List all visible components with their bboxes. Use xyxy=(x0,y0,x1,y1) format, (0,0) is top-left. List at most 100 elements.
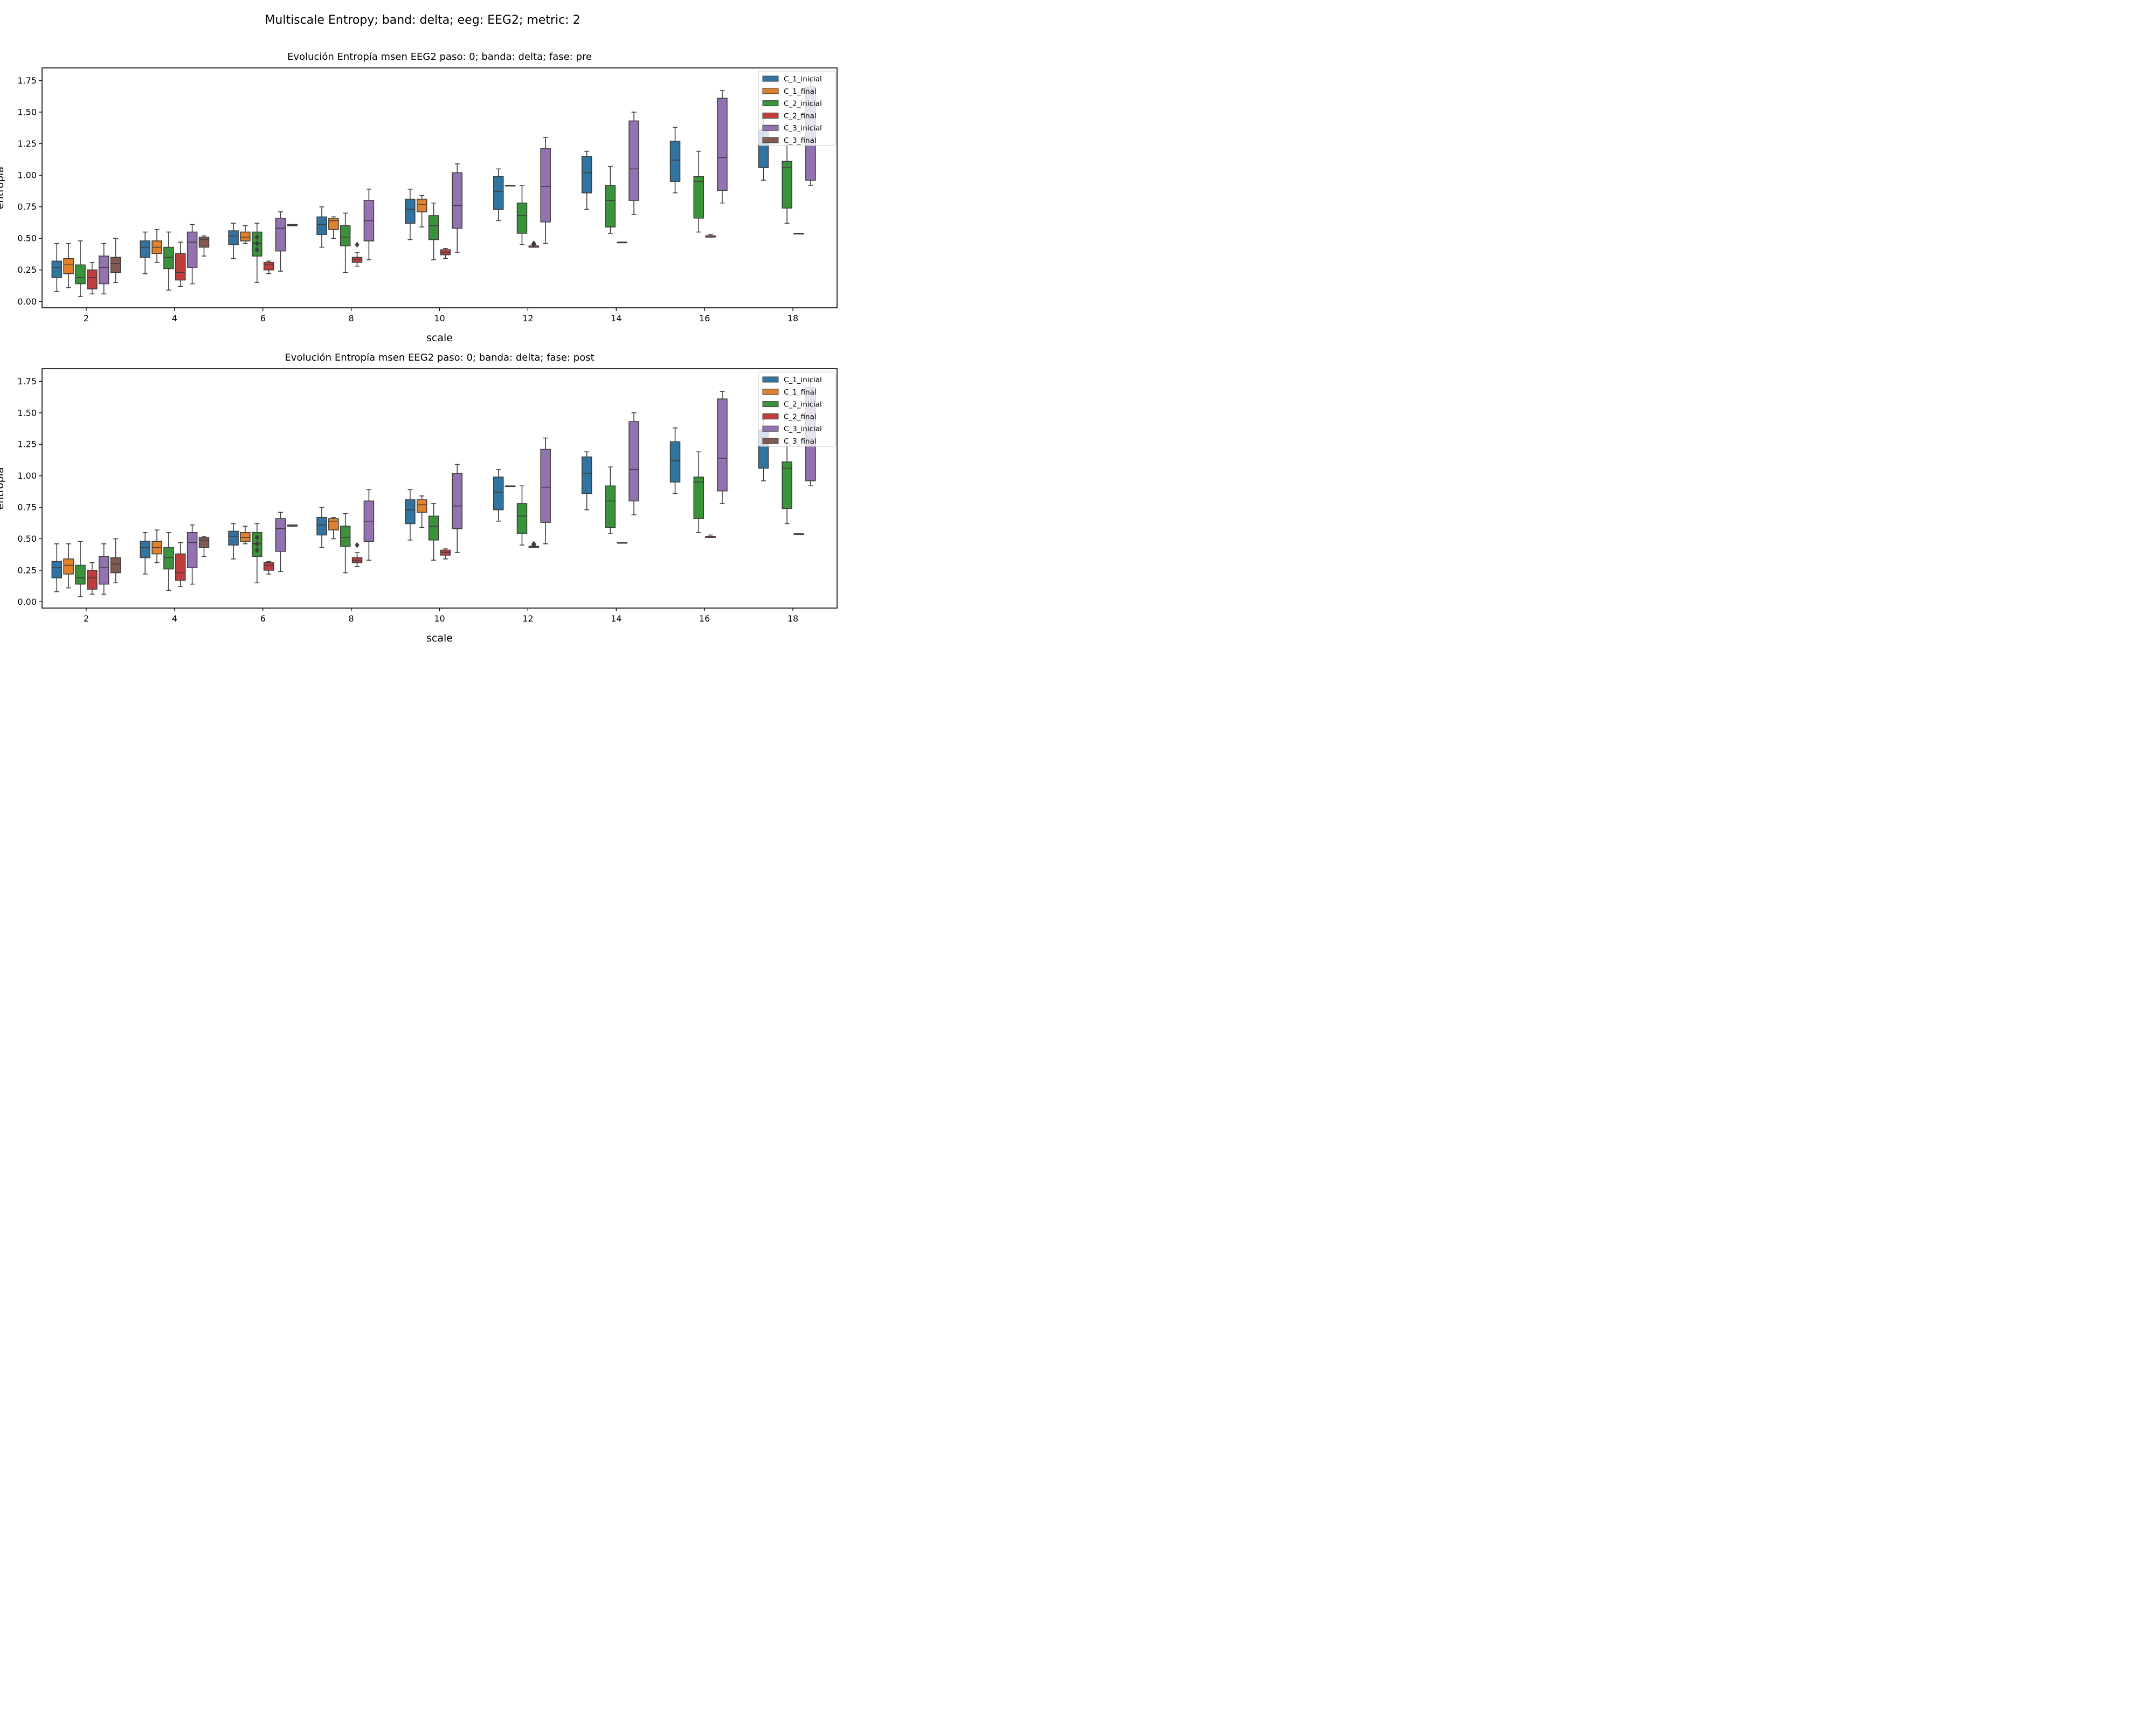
legend-label: C_2_final xyxy=(784,412,817,421)
box-body xyxy=(693,176,704,219)
box xyxy=(151,529,162,563)
box-body xyxy=(198,237,210,248)
box xyxy=(252,223,262,283)
legend-swatch xyxy=(762,401,779,408)
legend-label: C_1_final xyxy=(784,388,817,397)
box xyxy=(87,562,98,595)
box-body xyxy=(416,198,427,212)
box-body xyxy=(669,441,681,483)
box xyxy=(151,229,162,263)
box-body xyxy=(428,215,439,240)
box xyxy=(287,224,298,226)
box xyxy=(581,451,592,510)
box xyxy=(428,202,439,260)
box xyxy=(717,90,728,204)
box xyxy=(516,485,528,546)
box-body xyxy=(693,477,704,519)
box xyxy=(705,234,716,238)
legend-swatch xyxy=(762,88,779,94)
box-body xyxy=(628,120,639,201)
box xyxy=(275,512,286,572)
box-body xyxy=(163,547,174,570)
box xyxy=(581,150,592,210)
outlier-point xyxy=(254,246,259,253)
chart-title: Evolución Entropía msen EEG2 paso: 0; ba… xyxy=(285,352,594,363)
box-body xyxy=(275,518,286,552)
legend-label: C_2_inicial xyxy=(784,100,822,108)
box-body xyxy=(186,532,198,569)
box-body xyxy=(87,570,98,590)
box-body xyxy=(140,541,150,558)
x-tick-label: 6 xyxy=(260,613,266,624)
box-body xyxy=(275,217,286,252)
box xyxy=(186,224,198,285)
box xyxy=(163,532,174,591)
legend-label: C_3_inicial xyxy=(784,124,822,133)
box-body xyxy=(669,141,681,182)
box-body xyxy=(98,556,109,585)
box xyxy=(328,516,339,540)
box xyxy=(605,165,616,234)
y-tick-label: 0.50 xyxy=(17,233,37,244)
box-body xyxy=(110,557,121,574)
figure: Multiscale Entropy; band: delta; eeg: EE… xyxy=(0,13,838,644)
box-body xyxy=(63,558,74,575)
y-tick-label: 1.50 xyxy=(17,408,37,418)
x-tick-label: 16 xyxy=(699,313,710,323)
legend-swatch xyxy=(762,438,779,444)
box xyxy=(340,513,351,574)
y-tick-label: 1.00 xyxy=(17,471,37,481)
box-body xyxy=(628,421,639,502)
box xyxy=(628,412,639,515)
box-body xyxy=(263,562,274,571)
box xyxy=(440,248,451,259)
box-body xyxy=(516,503,528,534)
box xyxy=(110,238,121,283)
box xyxy=(98,543,109,595)
x-tick-label: 4 xyxy=(172,313,177,323)
box xyxy=(617,242,627,244)
box-body xyxy=(175,253,186,281)
box-body xyxy=(328,217,339,230)
legend-label: C_2_inicial xyxy=(784,401,822,409)
box-body xyxy=(198,537,210,548)
box-body xyxy=(87,269,98,289)
box xyxy=(363,489,375,561)
legend: C_1_inicial C_1_final C_2_inicial C_2_final… xyxy=(758,371,836,447)
x-tick-label: 4 xyxy=(172,613,177,624)
box xyxy=(175,542,186,588)
box xyxy=(516,185,528,245)
box-body xyxy=(340,225,351,247)
legend-label: C_3_inicial xyxy=(784,425,822,433)
outlier-point xyxy=(254,234,259,240)
box xyxy=(351,552,363,567)
box xyxy=(405,189,416,240)
box xyxy=(140,532,150,575)
x-tick-label: 8 xyxy=(349,313,354,323)
x-tick-label: 2 xyxy=(84,613,89,624)
x-tick-label: 18 xyxy=(787,313,798,323)
box xyxy=(693,451,704,533)
box xyxy=(110,538,121,584)
x-tick-label: 10 xyxy=(434,313,445,323)
box-body xyxy=(240,231,251,242)
x-tick-label: 6 xyxy=(260,313,266,323)
box xyxy=(263,561,274,575)
outlier-point xyxy=(355,542,360,548)
box-body xyxy=(263,261,274,271)
box xyxy=(628,112,639,215)
box xyxy=(75,240,86,297)
outlier-point xyxy=(355,242,360,248)
y-tick-label: 1.75 xyxy=(17,75,37,86)
x-tick-label: 12 xyxy=(522,613,533,624)
box xyxy=(340,212,351,273)
box-body xyxy=(110,257,121,273)
legend-swatch xyxy=(762,413,779,419)
box-body xyxy=(540,148,551,223)
legend-label: C_2_final xyxy=(784,112,817,120)
box-body xyxy=(98,256,109,285)
figure-suptitle: Multiscale Entropy; band: delta; eeg: EE… xyxy=(265,13,580,27)
outlier-point xyxy=(254,534,259,541)
y-tick-label: 0.75 xyxy=(17,202,37,212)
box xyxy=(316,206,327,248)
